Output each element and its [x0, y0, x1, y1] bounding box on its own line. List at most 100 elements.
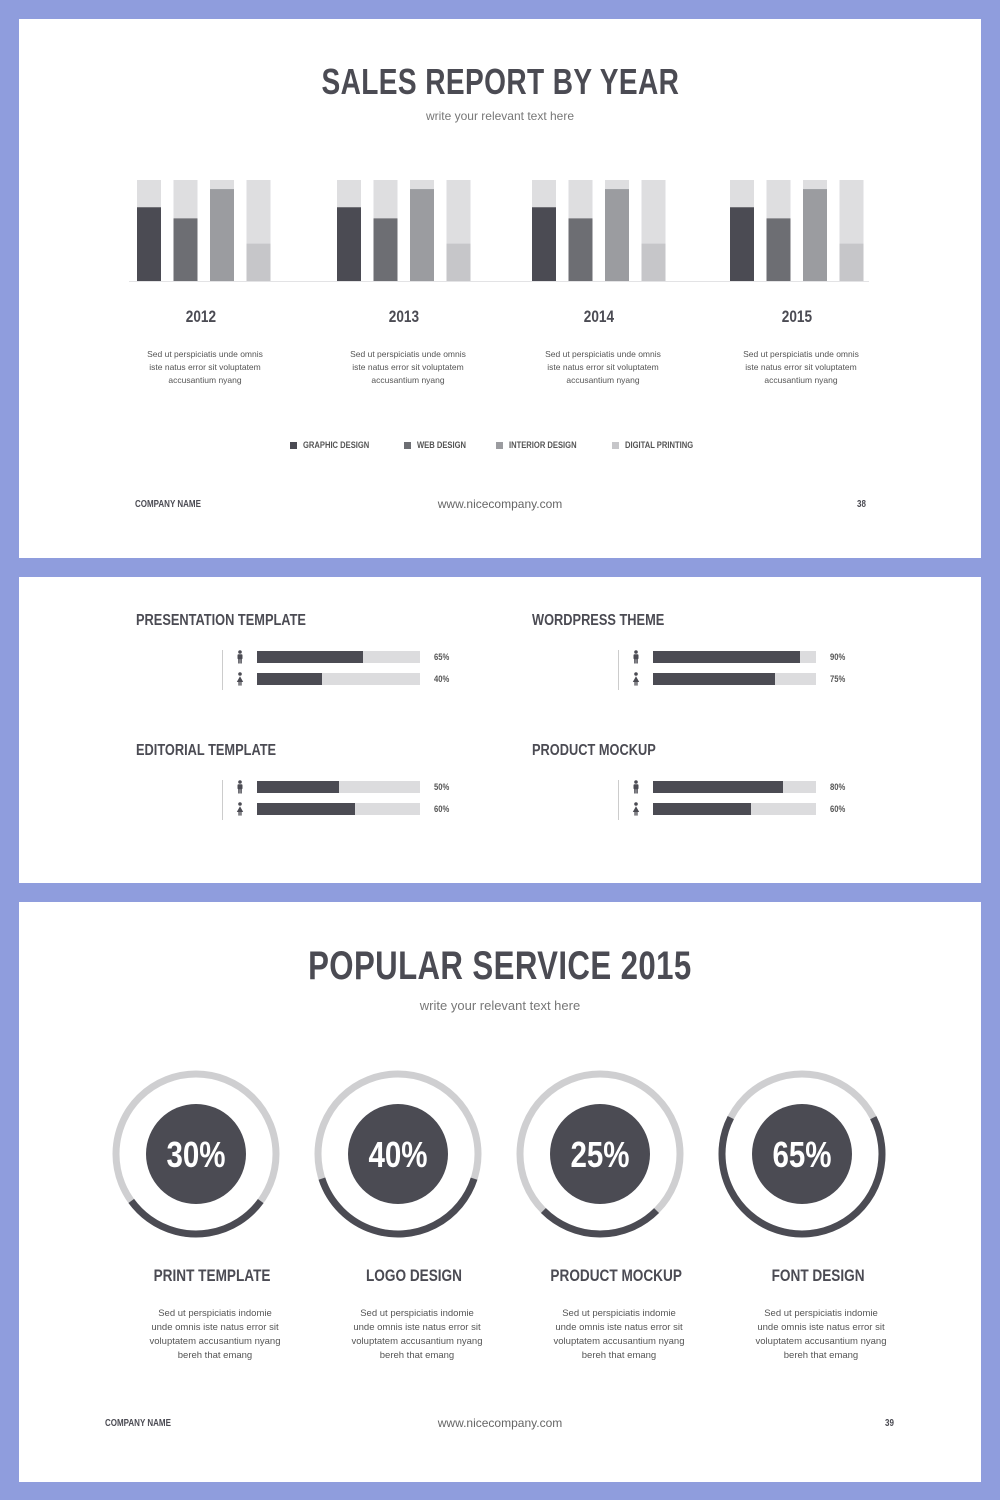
chart-legend: GRAPHIC DESIGN WEB DESIGN INTERIOR DESIGN D…: [19, 440, 981, 451]
bar-2015-interior-design: [803, 189, 827, 281]
website-url: www.nicecompany.com: [437, 1416, 563, 1430]
bar-group-divider: [222, 650, 223, 690]
bar-group-divider: [222, 780, 223, 820]
year-description: Sed ut perspiciatis unde omnis iste natus…: [147, 349, 263, 385]
progress-track: [257, 781, 420, 793]
product-title: WORDPRESS THEME: [532, 612, 665, 629]
donut-chart: 40%: [314, 1070, 482, 1238]
progress-track: [653, 651, 816, 663]
percent-label: 40%: [434, 674, 450, 684]
legend-label: WEB DESIGN: [417, 440, 467, 451]
year-label: 2013: [388, 307, 420, 326]
slide-subtitle: write your relevant text here: [425, 109, 575, 123]
service-description: Sed ut perspiciatis indomie unde omnis is…: [553, 1308, 685, 1361]
year-description: Sed ut perspiciatis unde omnis iste natus…: [350, 349, 466, 385]
bar-2014-graphic-design: [532, 207, 556, 281]
service-label: PRINT TEMPLATE: [153, 1266, 271, 1285]
ring-fill: [516, 1070, 684, 1238]
bar-group-divider: [618, 650, 619, 690]
bar-group-divider: [618, 780, 619, 820]
donut-center: [550, 1104, 650, 1204]
service-label: LOGO DESIGN: [366, 1266, 462, 1285]
bar-2015-web-design: [766, 218, 791, 281]
progress-track: [653, 673, 816, 685]
donut-chart: 25%: [516, 1070, 684, 1238]
progress-fill: [653, 651, 800, 663]
service-label: PRODUCT MOCKUP: [550, 1266, 682, 1285]
slide-title: POPULAR SERVICE 2015: [308, 944, 692, 988]
legend-label: INTERIOR DESIGN: [509, 440, 577, 451]
progress-track: [257, 673, 420, 685]
legend-item: INTERIOR DESIGN: [496, 440, 593, 451]
yearly-bar-chart: [129, 180, 869, 282]
donut-center: [146, 1104, 246, 1204]
female-person-icon: [631, 802, 641, 816]
progress-track: [653, 781, 816, 793]
company-name: COMPANY NAME: [105, 1418, 171, 1429]
bar-2013-web-design: [373, 218, 398, 281]
percent-label: 65%: [434, 652, 450, 662]
percent-label: 80%: [830, 782, 846, 792]
company-name: COMPANY NAME: [135, 499, 201, 510]
donut-chart: 65%: [718, 1070, 886, 1238]
bar-2014-interior-design: [605, 189, 629, 281]
service-description: Sed ut perspiciatis indomie unde omnis is…: [149, 1308, 281, 1361]
progress-fill: [257, 781, 339, 793]
progress-fill: [257, 803, 355, 815]
female-person-icon: [235, 672, 245, 686]
donut-chart: 30%: [112, 1070, 280, 1238]
bar-2014-web-design: [568, 218, 593, 281]
donut-value: 30%: [166, 1134, 225, 1174]
donut-value: 65%: [772, 1134, 831, 1174]
percent-label: 90%: [830, 652, 846, 662]
year-description: Sed ut perspiciatis unde omnis iste natus…: [743, 349, 859, 385]
bar-2013-digital-printing: [446, 243, 471, 281]
legend-item: WEB DESIGN: [404, 440, 478, 451]
bar-2012-interior-design: [210, 189, 234, 281]
male-person-icon: [235, 780, 245, 794]
female-person-icon: [235, 802, 245, 816]
bar-2012-graphic-design: [137, 207, 161, 281]
bar-2015-graphic-design: [730, 207, 754, 281]
donut-value: 25%: [570, 1134, 629, 1174]
male-person-icon: [631, 780, 641, 794]
legend-swatch: [611, 442, 619, 449]
year-label: 2012: [185, 307, 217, 326]
progress-track: [653, 803, 816, 815]
website-url: www.nicecompany.com: [437, 497, 563, 511]
slide-title: SALES REPORT BY YEAR: [321, 61, 679, 102]
year-label: 2015: [781, 307, 813, 326]
bar-2015-digital-printing: [839, 243, 864, 281]
ring-fill: [718, 1070, 886, 1238]
progress-fill: [257, 651, 363, 663]
progress-fill: [653, 803, 751, 815]
progress-track: [257, 803, 420, 815]
page-number: 39: [885, 1418, 894, 1429]
legend-swatch: [404, 442, 412, 449]
ring-fill: [112, 1070, 280, 1238]
product-title: PRODUCT MOCKUP: [532, 742, 656, 759]
progress-track: [257, 651, 420, 663]
percent-label: 75%: [830, 674, 846, 684]
product-title: PRESENTATION TEMPLATE: [136, 612, 306, 629]
legend-item: DIGITAL PRINTING: [611, 440, 710, 451]
percent-label: 60%: [434, 804, 450, 814]
slide-subtitle: write your relevant text here: [419, 998, 581, 1013]
legend-label: DIGITAL PRINTING: [624, 440, 693, 451]
legend-swatch: [290, 442, 298, 449]
legend-swatch: [496, 442, 504, 449]
sales-report-slide: SALES REPORT BY YEAR write your relevant…: [19, 19, 981, 558]
service-description: Sed ut perspiciatis indomie unde omnis is…: [351, 1308, 483, 1361]
male-person-icon: [235, 650, 245, 664]
product-stats-slide: PRESENTATION TEMPLATE 65% 40% WORDPRESS THE…: [19, 577, 981, 883]
legend-label: GRAPHIC DESIGN: [303, 440, 370, 451]
service-label: FONT DESIGN: [771, 1266, 865, 1285]
male-person-icon: [631, 650, 641, 664]
bar-2013-graphic-design: [337, 207, 361, 281]
service-description: Sed ut perspiciatis indomie unde omnis is…: [755, 1308, 887, 1361]
female-person-icon: [631, 672, 641, 686]
progress-fill: [257, 673, 323, 685]
year-description: Sed ut perspiciatis unde omnis iste natus…: [545, 349, 661, 385]
bar-2013-interior-design: [410, 189, 434, 281]
progress-fill: [653, 673, 776, 685]
